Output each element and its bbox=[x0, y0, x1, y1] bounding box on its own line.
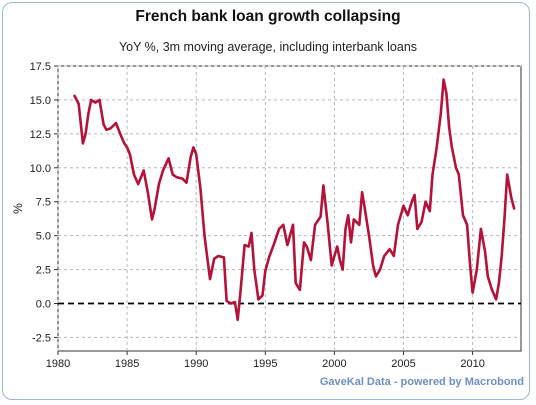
y-tick-label: 10.0 bbox=[30, 163, 51, 175]
y-tick-label: 7.5 bbox=[36, 197, 51, 209]
x-tick-label: 2000 bbox=[322, 358, 346, 370]
y-tick-label: 12.5 bbox=[30, 129, 51, 141]
y-tick-label: 2.5 bbox=[36, 265, 51, 277]
x-tick-label: 2005 bbox=[391, 358, 415, 370]
y-tick-label: 15.0 bbox=[30, 95, 51, 107]
y-tick-label: -2.5 bbox=[32, 332, 51, 344]
chart-title: French bank loan growth collapsing bbox=[135, 8, 401, 25]
chart-subtitle: YoY %, 3m moving average, including inte… bbox=[118, 40, 418, 54]
x-tick-label: 1985 bbox=[115, 358, 139, 370]
source-credit: GaveKal Data - powered by Macrobond bbox=[319, 376, 524, 388]
y-tick-label: 17.5 bbox=[30, 61, 51, 73]
series-line-0 bbox=[73, 78, 516, 322]
x-tick-label: 2010 bbox=[460, 358, 484, 370]
x-tick-label: 1995 bbox=[253, 358, 277, 370]
y-tick-label: 0.0 bbox=[36, 299, 51, 311]
x-tick-label: 1980 bbox=[46, 358, 70, 370]
y-tick-label: 5.0 bbox=[36, 231, 51, 243]
x-tick-label: 1990 bbox=[184, 358, 208, 370]
y-axis-label: % bbox=[11, 203, 25, 214]
